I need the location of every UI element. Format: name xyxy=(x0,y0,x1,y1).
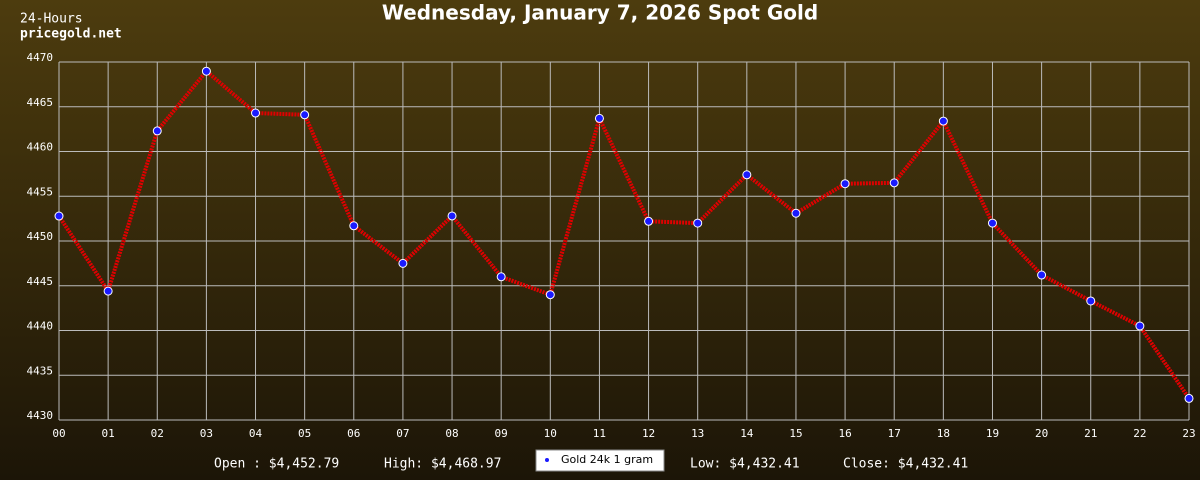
x-tick-label: 03 xyxy=(200,427,213,440)
x-tick-label: 17 xyxy=(888,427,901,440)
x-tick-label: 21 xyxy=(1084,427,1097,440)
data-point xyxy=(545,290,555,300)
data-point xyxy=(889,178,899,188)
x-tick-label: 18 xyxy=(937,427,950,440)
y-tick-label: 4430 xyxy=(27,409,54,422)
legend-label: Gold 24k 1 gram xyxy=(561,453,653,466)
data-point xyxy=(251,108,261,118)
x-tick-label: 16 xyxy=(838,427,851,440)
x-tick-label: 22 xyxy=(1133,427,1146,440)
x-tick-label: 10 xyxy=(544,427,557,440)
stat-low: Low: $4,432.41 xyxy=(690,457,800,472)
stat-close: Close: $4,432.41 xyxy=(843,457,968,472)
data-point xyxy=(693,218,703,228)
corner-label: pricegold.net xyxy=(20,27,122,42)
data-point xyxy=(1135,321,1145,331)
y-tick-label: 4445 xyxy=(27,275,54,288)
data-point xyxy=(594,113,604,123)
x-tick-label: 11 xyxy=(593,427,606,440)
x-tick-label: 13 xyxy=(691,427,704,440)
y-tick-label: 4470 xyxy=(27,51,54,64)
price-line xyxy=(57,68,1191,400)
data-point xyxy=(644,216,654,226)
x-tick-label: 12 xyxy=(642,427,655,440)
y-tick-label: 4455 xyxy=(27,185,54,198)
data-point xyxy=(54,211,64,221)
data-point xyxy=(447,211,457,221)
data-point xyxy=(349,221,359,231)
x-tick-label: 02 xyxy=(151,427,164,440)
x-tick-label: 04 xyxy=(249,427,263,440)
data-point xyxy=(398,258,408,268)
x-tick-label: 00 xyxy=(52,427,65,440)
x-tick-label: 01 xyxy=(102,427,115,440)
data-point xyxy=(987,218,997,228)
data-point xyxy=(201,66,211,76)
data-point xyxy=(791,208,801,218)
data-point xyxy=(496,272,506,282)
data-point xyxy=(152,126,162,136)
data-point xyxy=(742,170,752,180)
data-point xyxy=(300,110,310,120)
stat-high: High: $4,468.97 xyxy=(384,457,501,472)
data-point xyxy=(1184,393,1194,403)
data-point xyxy=(1037,270,1047,280)
x-tick-label: 09 xyxy=(495,427,508,440)
y-tick-label: 4435 xyxy=(27,364,54,377)
y-tick-label: 4450 xyxy=(27,230,54,243)
legend-marker xyxy=(545,458,549,462)
y-tick-label: 4460 xyxy=(27,141,54,154)
y-tick-label: 4440 xyxy=(27,320,54,333)
x-tick-label: 05 xyxy=(298,427,311,440)
chart-title: Wednesday, January 7, 2026 Spot Gold xyxy=(382,1,818,25)
x-tick-label: 23 xyxy=(1182,427,1195,440)
data-point xyxy=(103,286,113,296)
x-tick-label: 08 xyxy=(445,427,458,440)
data-point xyxy=(938,116,948,126)
stat-open: Open : $4,452.79 xyxy=(214,457,339,472)
x-tick-label: 14 xyxy=(740,427,754,440)
x-tick-label: 15 xyxy=(789,427,802,440)
corner-label: 24-Hours xyxy=(20,12,83,27)
x-tick-label: 07 xyxy=(396,427,409,440)
data-point xyxy=(1086,296,1096,306)
x-tick-label: 20 xyxy=(1035,427,1048,440)
x-tick-label: 06 xyxy=(347,427,360,440)
data-point xyxy=(840,179,850,189)
y-tick-label: 4465 xyxy=(27,96,54,109)
x-tick-label: 19 xyxy=(986,427,999,440)
legend-box xyxy=(535,449,665,472)
